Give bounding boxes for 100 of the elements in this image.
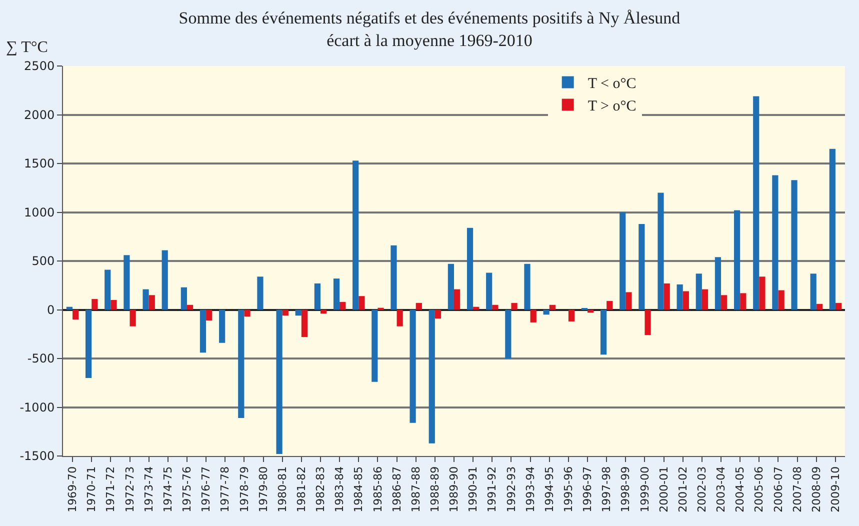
x-tick-label: 1972-73 bbox=[123, 466, 136, 512]
bar bbox=[600, 310, 607, 355]
bar bbox=[778, 290, 784, 310]
bar bbox=[644, 310, 651, 336]
x-tick-label: 1997-98 bbox=[600, 466, 614, 512]
bar bbox=[416, 302, 422, 310]
bar bbox=[130, 310, 136, 326]
x-tick-label: 1998-99 bbox=[619, 466, 632, 512]
bar bbox=[142, 289, 149, 310]
x-tick-label: 2003-04 bbox=[714, 466, 728, 512]
bar bbox=[72, 310, 79, 320]
x-tick-label: 1986-87 bbox=[390, 466, 404, 512]
x-tick-label: 1970-71 bbox=[85, 466, 98, 512]
bar bbox=[276, 310, 282, 454]
y-tick-label: 1000 bbox=[24, 205, 55, 220]
x-tick-label: 1982-83 bbox=[314, 466, 328, 512]
bar bbox=[244, 310, 250, 317]
bar bbox=[148, 295, 155, 310]
bar bbox=[511, 302, 518, 310]
bar bbox=[206, 310, 212, 320]
x-tick-label: 1993-94 bbox=[524, 466, 537, 512]
bar bbox=[92, 299, 98, 310]
bar bbox=[86, 310, 92, 378]
bar bbox=[295, 310, 302, 316]
x-tick-label: 2001-02 bbox=[676, 466, 690, 512]
bar bbox=[753, 96, 760, 310]
bar bbox=[358, 296, 365, 310]
bar bbox=[816, 304, 822, 310]
bar bbox=[162, 250, 168, 310]
x-tick-label: 1990-91 bbox=[466, 466, 480, 512]
x-tick-label: 1977-78 bbox=[218, 466, 232, 512]
bar bbox=[714, 257, 722, 310]
x-tick-label: 2002-03 bbox=[696, 466, 709, 512]
x-tick-label: 1996-97 bbox=[581, 466, 594, 512]
bar bbox=[721, 295, 728, 310]
bar bbox=[238, 310, 244, 418]
bar bbox=[454, 289, 460, 310]
x-tick-label: 2006-07 bbox=[772, 466, 785, 512]
x-tick-label: 1985-86 bbox=[371, 466, 384, 512]
x-tick-label: 1987-88 bbox=[409, 466, 422, 512]
x-tick-label: 1981-82 bbox=[294, 466, 308, 512]
bar bbox=[473, 306, 480, 310]
bar bbox=[810, 274, 816, 310]
bar bbox=[549, 304, 556, 310]
bar bbox=[390, 245, 397, 310]
bar bbox=[301, 310, 308, 338]
x-tick-label: 2008-09 bbox=[810, 466, 823, 512]
bar bbox=[740, 293, 746, 310]
y-axis-title: ∑ T°C bbox=[6, 39, 48, 56]
bar bbox=[180, 287, 187, 310]
bar bbox=[352, 160, 359, 310]
x-tick-label: 1975-76 bbox=[180, 466, 194, 512]
x-tick-label: 2009-10 bbox=[829, 466, 842, 512]
bar bbox=[658, 192, 664, 310]
bar bbox=[410, 310, 416, 423]
y-tick-label: 2500 bbox=[24, 59, 55, 74]
bar bbox=[434, 310, 442, 319]
bar bbox=[396, 310, 403, 326]
x-tick-label: 1992-93 bbox=[504, 466, 518, 512]
bar bbox=[530, 310, 536, 322]
bar bbox=[200, 310, 206, 353]
x-tick-label: 1991-92 bbox=[486, 466, 499, 512]
bar bbox=[66, 306, 73, 310]
x-tick-label: 1978-79 bbox=[238, 466, 251, 512]
x-tick-label: 1973-74 bbox=[142, 466, 156, 512]
y-tick-label: -500 bbox=[27, 352, 55, 366]
bar bbox=[676, 284, 683, 310]
bar bbox=[829, 148, 836, 310]
y-tick-label: 0 bbox=[46, 302, 55, 317]
x-tick-label: 1995-96 bbox=[562, 466, 576, 512]
x-tick-label: 1984-85 bbox=[352, 466, 366, 512]
bar bbox=[543, 310, 550, 315]
bar bbox=[428, 310, 435, 444]
x-tick-label: 2007-08 bbox=[790, 466, 804, 512]
bar bbox=[186, 304, 194, 310]
y-tick-label: 2000 bbox=[24, 108, 55, 122]
bar bbox=[696, 274, 702, 310]
bar bbox=[124, 255, 130, 310]
bar bbox=[492, 304, 498, 310]
bar bbox=[702, 289, 708, 310]
bar bbox=[104, 270, 111, 310]
bar bbox=[110, 300, 117, 310]
bar bbox=[486, 272, 492, 310]
bar bbox=[448, 264, 454, 310]
bar bbox=[734, 210, 740, 310]
bar bbox=[505, 310, 512, 358]
bar bbox=[835, 302, 842, 310]
bar bbox=[219, 310, 226, 343]
bar bbox=[524, 264, 530, 310]
bar bbox=[340, 302, 346, 310]
bar bbox=[372, 310, 378, 382]
bar bbox=[466, 228, 474, 310]
bar bbox=[664, 283, 670, 310]
x-tick-label: 1999-00 bbox=[638, 466, 652, 512]
bar bbox=[791, 180, 798, 310]
y-tick-label: -1500 bbox=[20, 449, 55, 464]
x-tick-label: 1976-77 bbox=[200, 466, 213, 512]
legend-label: T < o°C bbox=[588, 76, 636, 92]
bar bbox=[257, 276, 264, 310]
x-tick-label: 2000-01 bbox=[657, 466, 670, 512]
